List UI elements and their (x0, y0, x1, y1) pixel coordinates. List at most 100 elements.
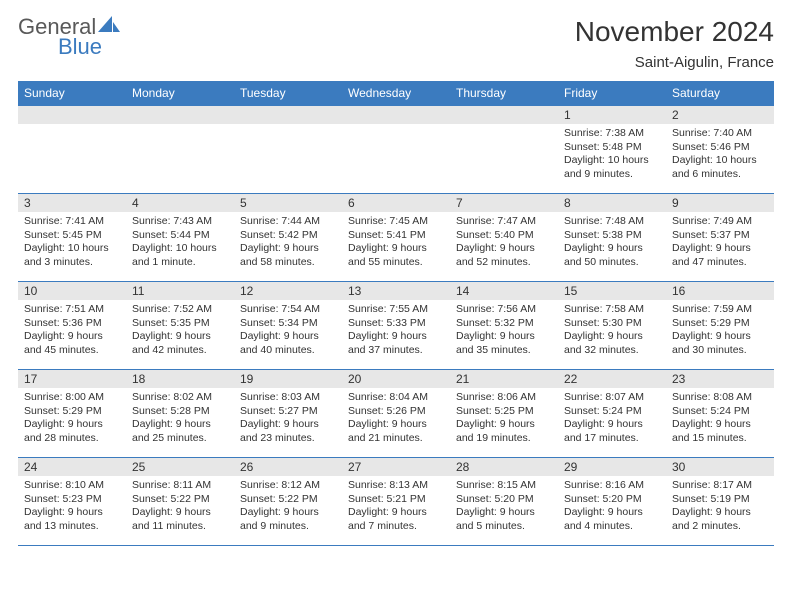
day-number: 8 (558, 194, 666, 212)
daylight-text: Daylight: 9 hours and 13 minutes. (24, 506, 120, 533)
sunset-text: Sunset: 5:23 PM (24, 493, 120, 507)
day-content: Sunrise: 8:12 AMSunset: 5:22 PMDaylight:… (234, 476, 342, 538)
calendar-cell: 5Sunrise: 7:44 AMSunset: 5:42 PMDaylight… (234, 194, 342, 282)
sunset-text: Sunset: 5:22 PM (132, 493, 228, 507)
day-content: Sunrise: 7:44 AMSunset: 5:42 PMDaylight:… (234, 212, 342, 274)
daylight-text: Daylight: 9 hours and 21 minutes. (348, 418, 444, 445)
sunset-text: Sunset: 5:36 PM (24, 317, 120, 331)
calendar-cell (126, 106, 234, 194)
day-content: Sunrise: 8:03 AMSunset: 5:27 PMDaylight:… (234, 388, 342, 450)
day-content: Sunrise: 7:49 AMSunset: 5:37 PMDaylight:… (666, 212, 774, 274)
calendar-cell: 13Sunrise: 7:55 AMSunset: 5:33 PMDayligh… (342, 282, 450, 370)
sunset-text: Sunset: 5:25 PM (456, 405, 552, 419)
calendar-cell: 10 Sunrise: 7:51 AMSunset: 5:36 PMDayligh… (18, 282, 126, 370)
daylight-text: Daylight: 9 hours and 42 minutes. (132, 330, 228, 357)
day-content: Sunrise: 8:17 AMSunset: 5:19 PMDaylight:… (666, 476, 774, 538)
day-number (234, 106, 342, 124)
daylight-text: Daylight: 9 hours and 58 minutes. (240, 242, 336, 269)
day-number: 11 (126, 282, 234, 300)
day-number: 16 (666, 282, 774, 300)
daylight-text: Daylight: 9 hours and 9 minutes. (240, 506, 336, 533)
day-content (18, 124, 126, 131)
day-number (450, 106, 558, 124)
daylight-text: Daylight: 9 hours and 37 minutes. (348, 330, 444, 357)
brand-logo: General Blue (18, 16, 120, 58)
sunrise-text: Sunrise: 7:52 AM (132, 303, 228, 317)
calendar-cell (450, 106, 558, 194)
daylight-text: Daylight: 9 hours and 4 minutes. (564, 506, 660, 533)
weekday-header: Sunday (18, 81, 126, 106)
day-number (342, 106, 450, 124)
calendar-cell: 17Sunrise: 8:00 AMSunset: 5:29 PMDayligh… (18, 370, 126, 458)
daylight-text: Daylight: 9 hours and 35 minutes. (456, 330, 552, 357)
sunset-text: Sunset: 5:45 PM (24, 229, 120, 243)
daylight-text: Daylight: 9 hours and 5 minutes. (456, 506, 552, 533)
day-number: 13 (342, 282, 450, 300)
sunset-text: Sunset: 5:34 PM (240, 317, 336, 331)
sunset-text: Sunset: 5:35 PM (132, 317, 228, 331)
sunset-text: Sunset: 5:42 PM (240, 229, 336, 243)
day-content: Sunrise: 8:16 AMSunset: 5:20 PMDaylight:… (558, 476, 666, 538)
calendar-cell: 30Sunrise: 8:17 AMSunset: 5:19 PMDayligh… (666, 458, 774, 546)
calendar-cell (18, 106, 126, 194)
day-number: 17 (18, 370, 126, 388)
sunset-text: Sunset: 5:24 PM (564, 405, 660, 419)
calendar-cell (342, 106, 450, 194)
sunrise-text: Sunrise: 8:16 AM (564, 479, 660, 493)
calendar-cell: 9Sunrise: 7:49 AMSunset: 5:37 PMDaylight… (666, 194, 774, 282)
sunset-text: Sunset: 5:29 PM (672, 317, 768, 331)
day-content: Sunrise: 7:40 AMSunset: 5:46 PMDaylight:… (666, 124, 774, 186)
daylight-text: Daylight: 9 hours and 45 minutes. (24, 330, 120, 357)
calendar-table: Sunday Monday Tuesday Wednesday Thursday… (18, 81, 774, 546)
sunset-text: Sunset: 5:46 PM (672, 141, 768, 155)
day-content: Sunrise: 8:06 AMSunset: 5:25 PMDaylight:… (450, 388, 558, 450)
day-content: Sunrise: 7:38 AMSunset: 5:48 PMDaylight:… (558, 124, 666, 186)
sunset-text: Sunset: 5:21 PM (348, 493, 444, 507)
day-content: Sunrise: 8:11 AMSunset: 5:22 PMDaylight:… (126, 476, 234, 538)
day-number: 10 (18, 282, 126, 300)
day-number: 2 (666, 106, 774, 124)
day-content: Sunrise: 7:59 AMSunset: 5:29 PMDaylight:… (666, 300, 774, 362)
sunrise-text: Sunrise: 7:58 AM (564, 303, 660, 317)
day-number: 4 (126, 194, 234, 212)
sunrise-text: Sunrise: 7:48 AM (564, 215, 660, 229)
month-title: November 2024 (575, 16, 774, 48)
day-content: Sunrise: 7:48 AMSunset: 5:38 PMDaylight:… (558, 212, 666, 274)
sunrise-text: Sunrise: 7:45 AM (348, 215, 444, 229)
day-content: Sunrise: 8:15 AMSunset: 5:20 PMDaylight:… (450, 476, 558, 538)
weekday-header: Wednesday (342, 81, 450, 106)
day-number: 22 (558, 370, 666, 388)
calendar-cell: 11 Sunrise: 7:52 AMSunset: 5:35 PMDayligh… (126, 282, 234, 370)
day-content: Sunrise: 8:10 AMSunset: 5:23 PMDaylight:… (18, 476, 126, 538)
sunrise-text: Sunrise: 8:07 AM (564, 391, 660, 405)
weekday-header-row: Sunday Monday Tuesday Wednesday Thursday… (18, 81, 774, 106)
day-content: Sunrise: 7:55 AMSunset: 5:33 PMDaylight:… (342, 300, 450, 362)
sunrise-text: Sunrise: 7:51 AM (24, 303, 120, 317)
sunrise-text: Sunrise: 8:03 AM (240, 391, 336, 405)
daylight-text: Daylight: 10 hours and 9 minutes. (564, 154, 660, 181)
calendar-cell: 27Sunrise: 8:13 AMSunset: 5:21 PMDayligh… (342, 458, 450, 546)
calendar-row: 17Sunrise: 8:00 AMSunset: 5:29 PMDayligh… (18, 370, 774, 458)
daylight-text: Daylight: 9 hours and 2 minutes. (672, 506, 768, 533)
day-content: Sunrise: 7:54 AMSunset: 5:34 PMDaylight:… (234, 300, 342, 362)
weekday-header: Tuesday (234, 81, 342, 106)
day-number: 9 (666, 194, 774, 212)
sunrise-text: Sunrise: 7:55 AM (348, 303, 444, 317)
daylight-text: Daylight: 9 hours and 40 minutes. (240, 330, 336, 357)
calendar-cell: 8Sunrise: 7:48 AMSunset: 5:38 PMDaylight… (558, 194, 666, 282)
calendar-cell: 28Sunrise: 8:15 AMSunset: 5:20 PMDayligh… (450, 458, 558, 546)
daylight-text: Daylight: 9 hours and 17 minutes. (564, 418, 660, 445)
calendar-row: 24Sunrise: 8:10 AMSunset: 5:23 PMDayligh… (18, 458, 774, 546)
day-number (18, 106, 126, 124)
sunrise-text: Sunrise: 8:13 AM (348, 479, 444, 493)
day-number: 20 (342, 370, 450, 388)
daylight-text: Daylight: 9 hours and 30 minutes. (672, 330, 768, 357)
day-content: Sunrise: 7:58 AMSunset: 5:30 PMDaylight:… (558, 300, 666, 362)
day-content (126, 124, 234, 131)
sunset-text: Sunset: 5:20 PM (456, 493, 552, 507)
sunset-text: Sunset: 5:29 PM (24, 405, 120, 419)
calendar-cell: 26Sunrise: 8:12 AMSunset: 5:22 PMDayligh… (234, 458, 342, 546)
calendar-cell: 14Sunrise: 7:56 AMSunset: 5:32 PMDayligh… (450, 282, 558, 370)
sunset-text: Sunset: 5:32 PM (456, 317, 552, 331)
day-number: 6 (342, 194, 450, 212)
